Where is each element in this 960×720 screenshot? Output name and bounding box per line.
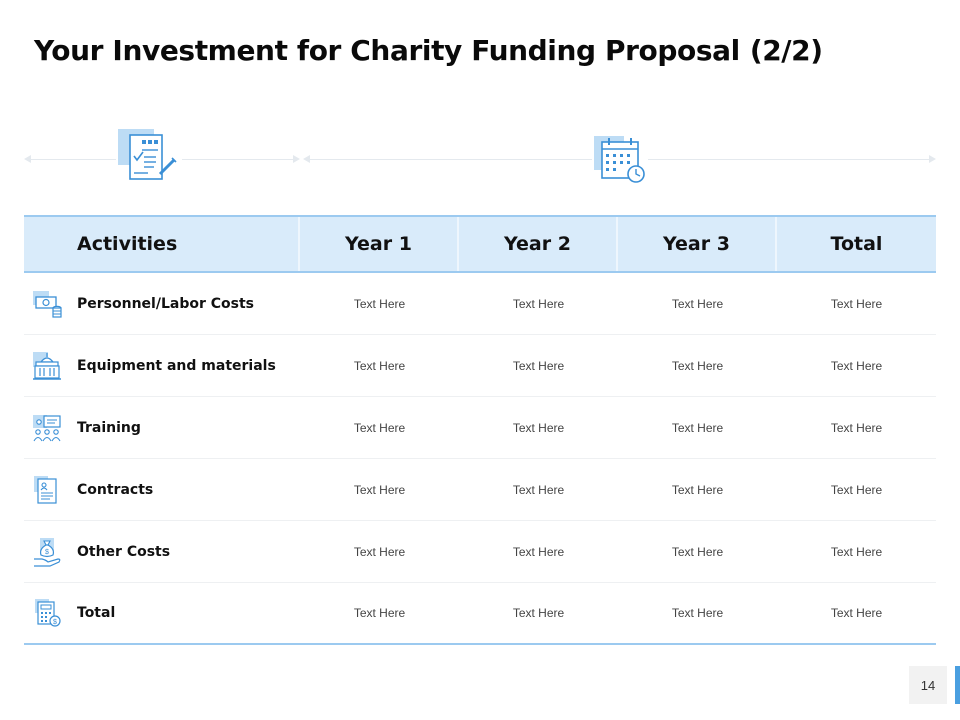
value-cell: Text Here [671, 544, 724, 559]
value-cell: Text Here [512, 606, 565, 620]
value-cell: Text Here [353, 296, 406, 311]
value-cell: Text Here [353, 358, 406, 373]
page-number: 14 [909, 666, 947, 704]
value-cell: Text Here [830, 296, 883, 311]
header-year-3: Year 3 [618, 217, 777, 271]
activity-cell: Equipment and materials [24, 335, 300, 396]
calendar-clock-icon [592, 134, 648, 186]
page-accent-bar [955, 666, 960, 704]
header-total: Total [830, 233, 883, 255]
table-header-row: Activities Year 1 Year 2 Year 3 Total [24, 215, 936, 273]
activity-label: Personnel/Labor Costs [77, 295, 254, 312]
checklist-document-icon [116, 126, 182, 184]
money-bag-hand-icon: $ [32, 537, 62, 567]
value-cell: Text Here [512, 296, 565, 311]
value-cell: Text Here [671, 606, 724, 620]
value-cell: Text Here [830, 358, 883, 373]
value-cell: Text Here [353, 606, 406, 620]
calculator-icon: $ [32, 598, 62, 628]
table-row: $ Total Text Here Text Here Text Here Te… [24, 583, 936, 645]
activity-label: Other Costs [77, 543, 171, 560]
table-row: Contracts Text Here Text Here Text Here … [24, 459, 936, 521]
slide-title-text: Your Investment for Charity Funding Prop… [34, 34, 740, 67]
timeline-arrowhead [24, 155, 31, 163]
table-row: Personnel/Labor Costs Text Here Text Her… [24, 273, 936, 335]
activity-cell: $ Total [24, 583, 300, 643]
activity-label: Contracts [77, 481, 154, 498]
value-cell: Text Here [830, 606, 883, 620]
building-icon [32, 351, 62, 381]
value-cell: Text Here [512, 358, 565, 373]
table-row: Training Text Here Text Here Text Here T… [24, 397, 936, 459]
activity-cell: Personnel/Labor Costs [24, 273, 300, 334]
timeline-arrowhead [293, 155, 300, 163]
money-coins-icon [32, 289, 62, 319]
svg-text:$: $ [53, 619, 57, 626]
svg-text:$: $ [45, 549, 49, 556]
presentation-audience-icon [32, 413, 62, 443]
value-cell: Text Here [671, 482, 724, 497]
value-cell: Text Here [512, 420, 565, 435]
header-year-1: Year 1 [300, 217, 459, 271]
investment-table: Activities Year 1 Year 2 Year 3 Total Pe… [24, 215, 936, 645]
activity-cell: $ Other Costs [24, 521, 300, 582]
slide-title-part: (2/2) [749, 34, 823, 67]
activity-cell: Contracts [24, 459, 300, 520]
contract-document-icon [32, 475, 62, 505]
value-cell: Text Here [353, 420, 406, 435]
timeline-arrowhead [929, 155, 936, 163]
value-cell: Text Here [830, 420, 883, 435]
slide-title: Your Investment for Charity Funding Prop… [34, 34, 823, 67]
activity-cell: Training [24, 397, 300, 458]
value-cell: Text Here [512, 482, 565, 497]
timeline-arrowhead [303, 155, 310, 163]
value-cell: Text Here [512, 544, 565, 559]
header-year-2: Year 2 [459, 217, 618, 271]
value-cell: Text Here [671, 296, 724, 311]
activity-label: Equipment and materials [77, 357, 276, 374]
value-cell: Text Here [671, 358, 724, 373]
activity-label: Training [77, 419, 141, 436]
header-activities: Activities [24, 217, 300, 271]
value-cell: Text Here [671, 420, 724, 435]
value-cell: Text Here [830, 544, 883, 559]
table-row: $ Other Costs Text Here Text Here Text H… [24, 521, 936, 583]
table-row: Equipment and materials Text Here Text H… [24, 335, 936, 397]
value-cell: Text Here [353, 482, 406, 497]
value-cell: Text Here [353, 544, 406, 559]
value-cell: Text Here [830, 482, 883, 497]
activity-label: Total [77, 605, 116, 621]
